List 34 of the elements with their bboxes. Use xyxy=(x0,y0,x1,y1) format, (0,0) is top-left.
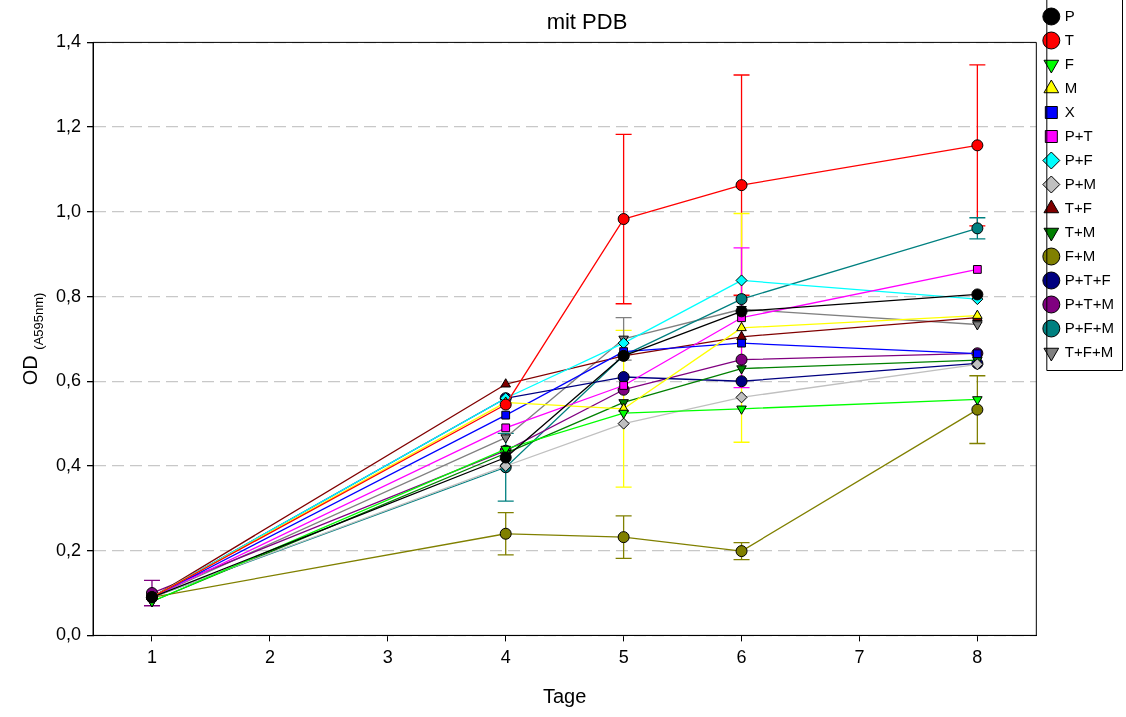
y-tick-label: 0,0 xyxy=(55,624,82,645)
legend-label: P xyxy=(1064,6,1075,24)
x-tick-label: 7 xyxy=(854,647,865,668)
chart-title: mit PDB xyxy=(546,9,628,35)
x-tick-label: 1 xyxy=(146,647,157,668)
legend-label: F+M xyxy=(1064,246,1096,264)
x-axis-title: Tage xyxy=(542,684,587,707)
legend-label: F xyxy=(1064,54,1074,72)
legend-label: P+T xyxy=(1064,126,1093,144)
x-tick-label: 3 xyxy=(382,647,393,668)
legend-label: P+M xyxy=(1064,174,1097,192)
y-tick-label: 0,2 xyxy=(55,539,82,560)
x-tick-label: 6 xyxy=(736,647,747,668)
y-tick-label: 1,0 xyxy=(55,200,82,221)
y-axis-title: OD (A595nm) xyxy=(19,292,46,386)
legend-label: T+M xyxy=(1064,222,1096,240)
y-tick-label: 0,4 xyxy=(55,454,82,475)
legend-label: T+F+M xyxy=(1064,342,1114,360)
legend-label: P+F xyxy=(1064,150,1093,168)
legend-label: X xyxy=(1064,102,1075,120)
legend-label: P+T+F xyxy=(1064,270,1111,288)
y-tick-label: 1,4 xyxy=(55,31,82,52)
legend-label: T xyxy=(1064,30,1074,48)
legend-label: M xyxy=(1064,78,1078,96)
y-tick-label: 1,2 xyxy=(55,116,82,137)
x-tick-label: 8 xyxy=(972,647,983,668)
x-tick-label: 5 xyxy=(618,647,629,668)
y-tick-label: 0,6 xyxy=(55,370,82,391)
y-tick-label: 0,8 xyxy=(55,285,82,306)
legend-label: P+T+M xyxy=(1064,294,1115,312)
legend-label: P+F+M xyxy=(1064,318,1115,336)
legend-label: T+F xyxy=(1064,198,1092,216)
x-tick-label: 4 xyxy=(500,647,511,668)
x-tick-label: 2 xyxy=(264,647,275,668)
